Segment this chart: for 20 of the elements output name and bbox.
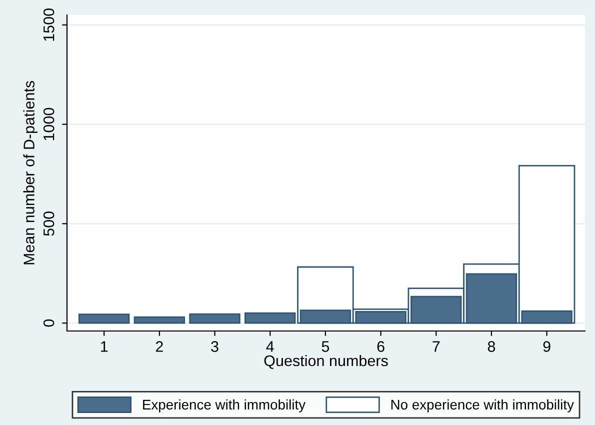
y-tick-label: 0: [43, 319, 54, 327]
legend-label: No experience with immobility: [391, 399, 574, 412]
x-tick-label: 9: [543, 341, 550, 352]
y-axis-title: Mean number of D-patients: [23, 80, 38, 264]
x-tick-label: 6: [377, 341, 384, 352]
x-tick-label: 2: [156, 341, 163, 352]
x-tick-label: 8: [488, 341, 496, 352]
x-tick-label: 4: [266, 341, 274, 352]
legend-label: Experience with immobility: [143, 399, 306, 412]
x-tick-label: 5: [322, 341, 330, 352]
bar: [78, 314, 130, 324]
x-tick-label: 1: [100, 341, 108, 352]
bar: [134, 316, 186, 324]
y-tick-label: 1500: [43, 8, 54, 41]
x-tick-label: 7: [432, 341, 440, 352]
x-tick-label: 3: [211, 341, 218, 352]
y-tick-label: 1000: [43, 108, 54, 140]
y-tick-label: 500: [43, 212, 54, 236]
bar: [189, 313, 240, 324]
x-axis-title: Question numbers: [264, 354, 388, 369]
